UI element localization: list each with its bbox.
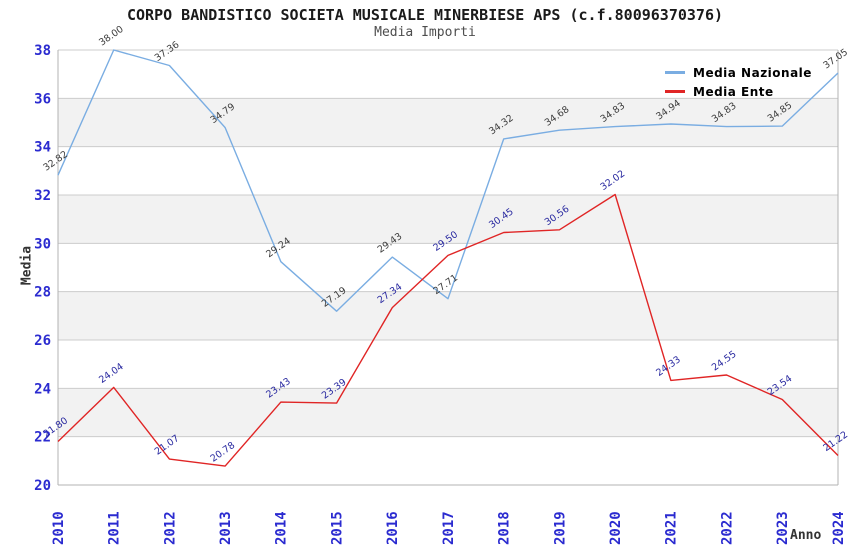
y-tick-label: 28 bbox=[34, 285, 51, 301]
x-tick-label: 2010 bbox=[51, 511, 67, 545]
x-tick-label: 2022 bbox=[719, 511, 735, 545]
legend-label-ente: Media Ente bbox=[693, 84, 774, 99]
legend-label-nazionale: Media Nazionale bbox=[693, 65, 812, 80]
x-tick-label: 2015 bbox=[329, 511, 345, 545]
chart-title: CORPO BANDISTICO SOCIETA MUSICALE MINERB… bbox=[126, 6, 724, 24]
series-line-0 bbox=[57, 49, 839, 312]
grid-band bbox=[58, 98, 838, 147]
point-label: 24.55 bbox=[710, 349, 739, 374]
grid-band bbox=[58, 291, 838, 340]
grid-band bbox=[58, 195, 838, 244]
y-tick-label: 22 bbox=[34, 430, 51, 446]
x-tick-label: 2018 bbox=[497, 511, 513, 545]
x-tick-label: 2016 bbox=[385, 511, 401, 545]
point-label: 32.02 bbox=[599, 168, 628, 193]
x-tick-label: 2017 bbox=[441, 511, 457, 545]
legend-item-nazionale: Media Nazionale bbox=[665, 63, 812, 82]
x-tick-label: 2012 bbox=[162, 511, 178, 545]
x-axis-title: Anno bbox=[790, 528, 822, 543]
grid-band bbox=[58, 388, 838, 437]
y-tick-label: 26 bbox=[34, 333, 51, 349]
legend-swatch-nazionale bbox=[665, 71, 685, 74]
y-tick-label: 38 bbox=[34, 43, 51, 59]
y-tick-label: 24 bbox=[34, 381, 51, 397]
point-label: 24.04 bbox=[97, 361, 126, 386]
series-line-1 bbox=[57, 193, 839, 467]
x-tick-label: 2011 bbox=[107, 511, 123, 545]
x-tick-label: 2021 bbox=[664, 511, 680, 545]
x-tick-label: 2014 bbox=[274, 511, 290, 545]
point-label: 37.36 bbox=[153, 39, 182, 64]
x-tick-label: 2023 bbox=[775, 511, 791, 545]
y-tick-label: 32 bbox=[34, 188, 51, 204]
y-tick-label: 34 bbox=[34, 140, 51, 156]
point-label: 20.78 bbox=[209, 440, 238, 465]
legend-item-ente: Media Ente bbox=[665, 82, 812, 101]
x-tick-label: 2020 bbox=[608, 511, 624, 545]
y-axis-title: Media bbox=[19, 245, 35, 286]
x-tick-label: 2013 bbox=[218, 511, 234, 545]
y-tick-label: 36 bbox=[34, 91, 51, 107]
legend-swatch-ente bbox=[665, 90, 685, 93]
x-tick-label: 2019 bbox=[552, 511, 568, 545]
x-tick-label: 2024 bbox=[831, 511, 847, 545]
chart-subtitle: Media Importi bbox=[374, 25, 476, 40]
y-tick-label: 20 bbox=[34, 478, 51, 494]
legend: Media Nazionale Media Ente bbox=[665, 63, 812, 101]
y-tick-label: 30 bbox=[34, 236, 51, 252]
